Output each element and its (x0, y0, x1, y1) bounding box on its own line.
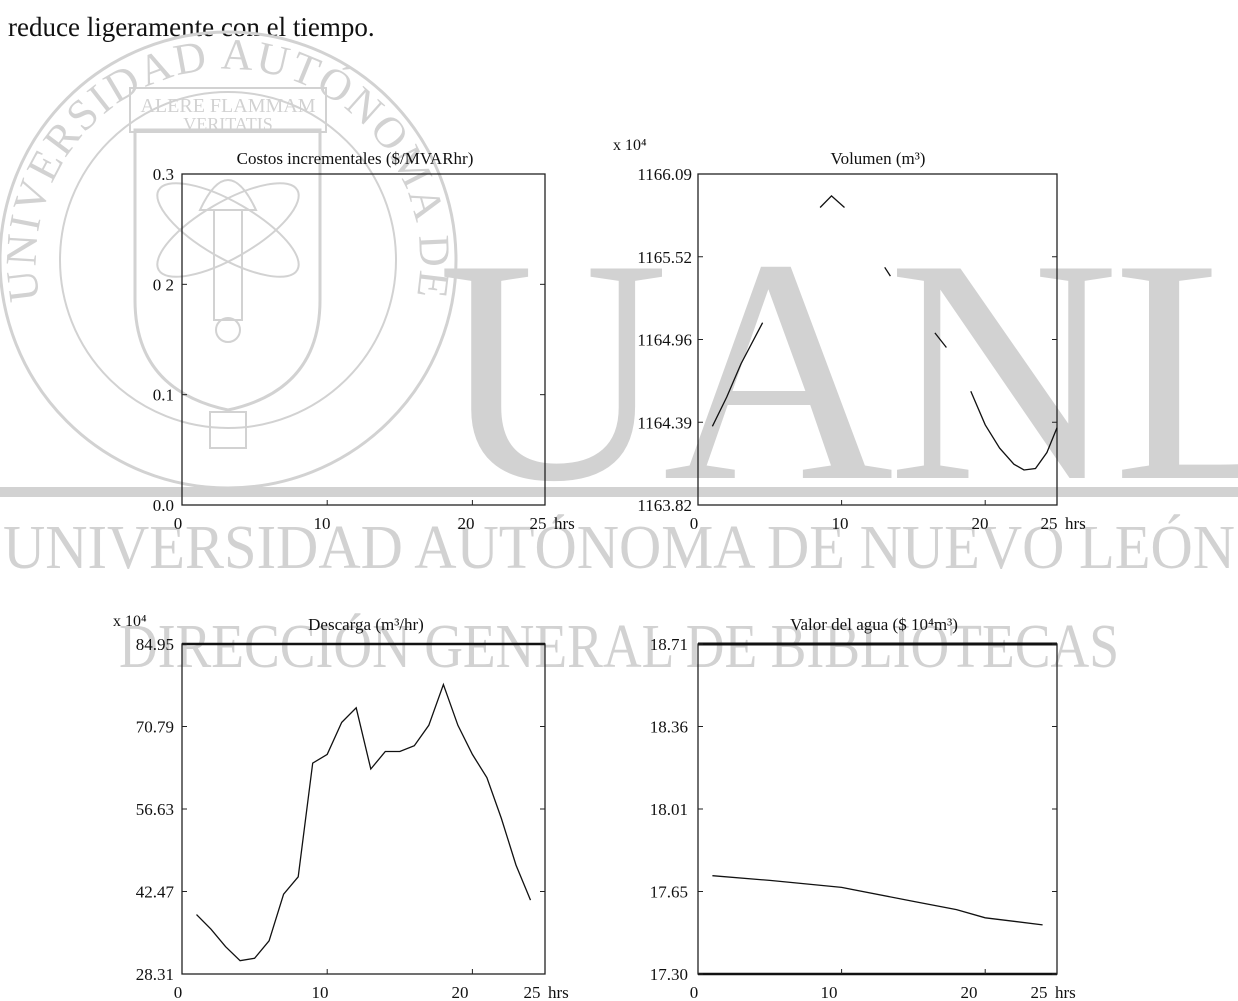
chart-volumen-series-line (819, 195, 845, 208)
chart-volumen-ytick-label: 1164.39 (637, 413, 692, 432)
chart-descarga-xtick-label: 0 (174, 983, 183, 1001)
chart-volumen-xtick-label: 0 (690, 514, 699, 533)
chart-descarga-title: Descarga (m³/hr) (308, 615, 424, 634)
chart-volumen-ytick-label: 1166.09 (637, 165, 692, 184)
chart-volumen: Volumen (m³) x 10⁴ 1166.09 1165.52 1164.96 11… (613, 137, 1086, 533)
chart-volumen-series-line (711, 322, 764, 427)
chart-volumen-scale-label: x 10⁴ (613, 137, 647, 154)
chart-valor-xtick-label: 25 (1031, 983, 1048, 1001)
watermark-separator (0, 487, 1238, 497)
chart-costos-xunit-label: hrs (554, 514, 575, 533)
chart-valor-ytick-label: 17.30 (650, 965, 688, 984)
chart-descarga-ytick-label: 28.31 (136, 965, 174, 984)
chart-costos-ytick-label: 0.3 (153, 165, 174, 184)
chart-valor-series-line (712, 875, 1043, 926)
chart-valor-ytick-label: 18.01 (650, 800, 688, 819)
chart-valor-frame (697, 643, 1058, 975)
seal-motto-bottom: VERITATIS (183, 114, 273, 134)
watermark-line-1: UNIVERSIDAD AUTÓNOMA DE NUEVO LEÓN (3, 514, 1235, 582)
chart-volumen-series-line (934, 332, 947, 348)
chart-volumen-ytick-label: 1164.96 (637, 331, 692, 350)
chart-descarga-ytick-label: 70.79 (136, 718, 174, 737)
chart-descarga-ytick-label: 56.63 (136, 800, 174, 819)
chart-valor-ytick-label: 18.36 (650, 718, 688, 737)
chart-costos-title: Costos incrementales ($/MVARhr) (237, 149, 474, 168)
chart-valor-xtick-label: 0 (690, 983, 699, 1001)
chart-valor-ytick-label: 18.71 (650, 635, 688, 654)
chart-valor-xunit-label: hrs (1055, 983, 1076, 1001)
chart-volumen-xtick-label: 25 (1041, 514, 1058, 533)
chart-costos: Costos incrementales ($/MVARhr) 0.3 0 2 0.1… (153, 149, 575, 533)
seal-inner-ring (59, 91, 397, 429)
chart-descarga-xtick-label: 20 (452, 983, 469, 1001)
chart-volumen-xunit-label: hrs (1065, 514, 1086, 533)
watermark-line-2: DIRECCIÓN GENERAL DE BIBLIOTECAS (119, 613, 1119, 681)
chart-descarga-xunit-label: hrs (548, 983, 569, 1001)
chart-costos-xtick-label: 10 (314, 514, 331, 533)
chart-volumen-ytick-label: 1163.82 (637, 496, 692, 515)
chart-costos-ytick-label: 0 2 (153, 275, 174, 294)
seal-banner (129, 87, 327, 133)
chart-costos-ytick-label: 0.0 (153, 496, 174, 515)
chart-volumen-series-line (884, 266, 891, 277)
seal-shield (133, 128, 322, 412)
chart-costos-frame (181, 173, 546, 506)
chart-costos-xtick-label: 0 (174, 514, 183, 533)
chart-valor: Valor del agua ($ 10⁴m³) 18.71 18.36 18.01 1… (650, 615, 1076, 1001)
chart-descarga-xtick-label: 10 (312, 983, 329, 1001)
torch-flame (198, 179, 258, 211)
chart-valor-ytick-label: 17.65 (650, 883, 688, 902)
chart-volumen-frame (697, 173, 1058, 506)
chart-descarga-xtick-label: 25 (524, 983, 541, 1001)
chart-descarga: Descarga (m³/hr) x 10⁴ 84.95 70.79 56.63 42.4… (113, 613, 569, 1001)
seal-motto-top: ALERE FLAMMAM (140, 95, 315, 117)
chart-volumen-ytick-label: 1165.52 (637, 248, 692, 267)
chart-valor-xtick-label: 10 (821, 983, 838, 1001)
chart-volumen-xtick-label: 20 (972, 514, 989, 533)
torch-base (215, 317, 241, 343)
chart-volumen-series-line (970, 391, 1058, 471)
chart-descarga-series-line (196, 682, 532, 962)
chart-volumen-xtick-label: 10 (832, 514, 849, 533)
intro-text: reduce ligeramente con el tiempo. (8, 12, 375, 42)
chart-descarga-frame (181, 643, 546, 975)
chart-valor-title: Valor del agua ($ 10⁴m³) (790, 615, 958, 634)
chart-costos-xtick-label: 20 (458, 514, 475, 533)
chart-valor-xtick-label: 20 (961, 983, 978, 1001)
chart-volumen-title: Volumen (m³) (831, 149, 926, 168)
chart-descarga-ytick-label: 42.47 (136, 883, 175, 902)
chart-descarga-ytick-label: 84.95 (136, 635, 174, 654)
chart-costos-xtick-label: 25 (530, 514, 547, 533)
chart-costos-ytick-label: 0.1 (153, 386, 174, 405)
chart-descarga-scale-label: x 10⁴ (113, 613, 147, 630)
seal-bottom-block (209, 411, 247, 449)
